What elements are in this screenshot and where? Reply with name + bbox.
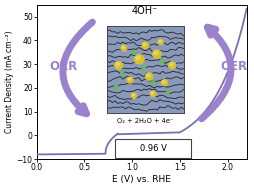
Text: OER: OER (220, 60, 247, 73)
Y-axis label: Current Density (mA cm⁻²): Current Density (mA cm⁻²) (5, 31, 14, 133)
Text: 4OH⁻: 4OH⁻ (132, 6, 158, 16)
X-axis label: E (V) vs. RHE: E (V) vs. RHE (112, 175, 171, 184)
Bar (115, 139, 191, 158)
Text: O₂ + 2H₂O + 4e⁻: O₂ + 2H₂O + 4e⁻ (117, 118, 173, 124)
Text: ORR: ORR (49, 60, 78, 73)
Text: 0.96 V: 0.96 V (140, 144, 167, 153)
